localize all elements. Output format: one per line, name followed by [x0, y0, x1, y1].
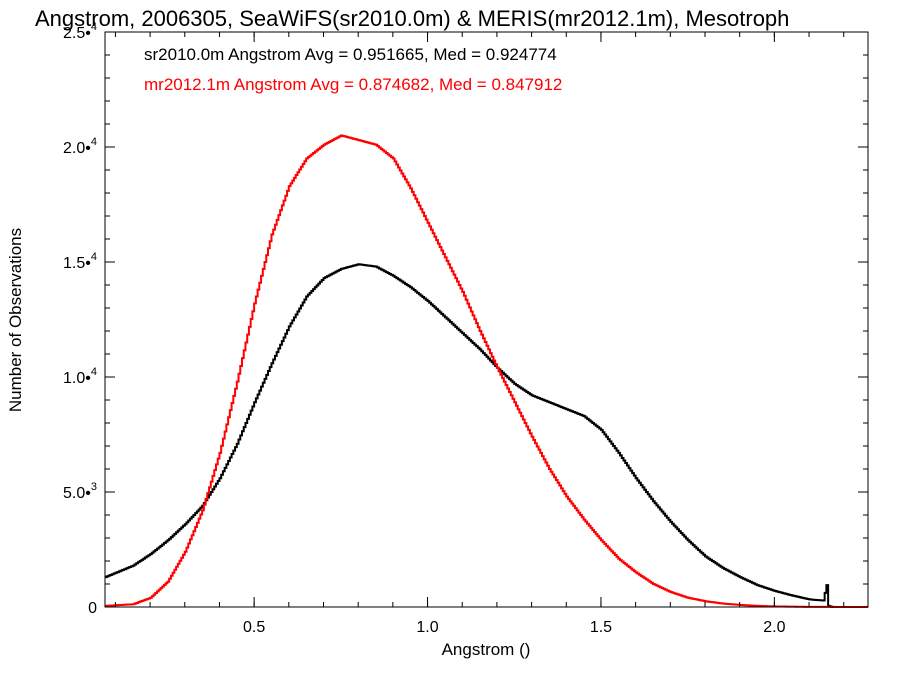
- y-tick-label: 2.5•4: [63, 21, 97, 42]
- series-2-line: [105, 134, 868, 608]
- legend-entry-2: mr2012.1m Angstrom Avg = 0.874682, Med =…: [144, 75, 562, 94]
- y-axis: 0 5.0•3 1.0•4 1.5•4 2.0•4 2.5•4: [63, 21, 868, 617]
- y-tick-label: 5.0•3: [63, 481, 97, 502]
- x-axis-label: Angstrom (): [442, 640, 531, 659]
- y-tick-label: 1.0•4: [63, 366, 97, 387]
- y-tick-label: 2.0•4: [63, 136, 97, 157]
- legend: sr2010.0m Angstrom Avg = 0.951665, Med =…: [144, 45, 562, 94]
- series-1-line: [105, 263, 868, 608]
- x-tick-label: 2.0: [763, 619, 785, 636]
- y-tick-label: 1.5•4: [63, 251, 97, 272]
- legend-entry-1: sr2010.0m Angstrom Avg = 0.951665, Med =…: [144, 45, 557, 64]
- x-tick-label: 1.0: [416, 619, 438, 636]
- y-tick-label: 0: [88, 600, 97, 617]
- series-layer: [105, 134, 868, 608]
- plot-frame: [104, 31, 869, 608]
- chart-title: Angstrom, 2006305, SeaWiFS(sr2010.0m) & …: [35, 6, 789, 31]
- y-axis-label: Number of Observations: [6, 228, 25, 412]
- x-tick-label: 1.5: [590, 619, 612, 636]
- x-tick-label: 0.5: [243, 619, 265, 636]
- x-axis: 0.5 1.0 1.5 2.0: [114, 32, 845, 636]
